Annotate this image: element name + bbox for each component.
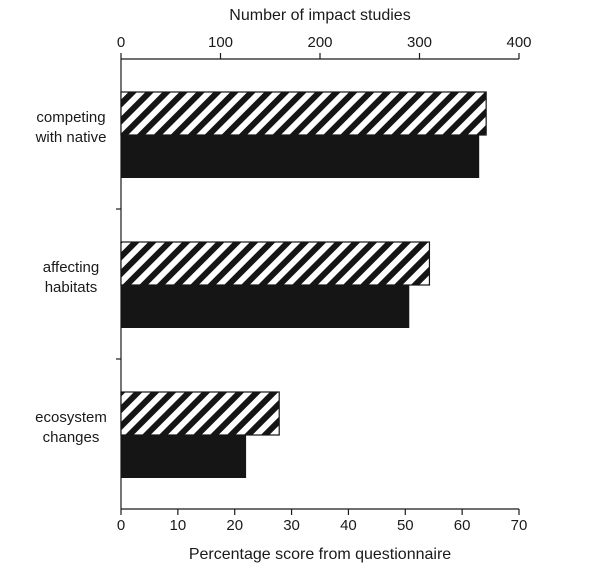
bottom-axis-title: Percentage score from questionnaire	[189, 546, 451, 563]
top-tick-label: 300	[407, 34, 432, 51]
top-tick-label: 400	[506, 34, 531, 51]
hatched-bar	[120, 241, 431, 286]
category-label: affecting habitats	[43, 259, 99, 296]
solid-bar	[121, 135, 480, 178]
labels: Number of impact studies Percentage scor…	[35, 7, 532, 563]
bottom-tick-label: 70	[511, 517, 528, 534]
category-label-line: habitats	[45, 279, 98, 296]
hatched-bar	[120, 91, 487, 136]
bottom-tick-label: 50	[397, 517, 414, 534]
category-label-line: affecting	[43, 259, 99, 276]
category-label-line: competing	[36, 109, 105, 126]
bottom-tick-label: 20	[226, 517, 243, 534]
bottom-tick-label: 0	[117, 517, 125, 534]
bars	[120, 91, 487, 478]
top-tick-label: 0	[117, 34, 125, 51]
category-label-line: changes	[43, 429, 100, 446]
bottom-tick-label: 30	[283, 517, 300, 534]
solid-bar	[121, 435, 247, 478]
category-label-line: ecosystem	[35, 409, 107, 426]
top-tick-label: 100	[208, 34, 233, 51]
bottom-tick-label: 40	[340, 517, 357, 534]
top-tick-label: 200	[307, 34, 332, 51]
category-label: competing with native	[35, 109, 107, 146]
solid-bar	[121, 285, 410, 328]
category-label-line: with native	[35, 129, 107, 146]
hatched-bar	[120, 391, 280, 436]
bottom-tick-label: 60	[454, 517, 471, 534]
top-axis-title: Number of impact studies	[229, 7, 410, 24]
bottom-tick-label: 10	[170, 517, 187, 534]
category-label: ecosystem changes	[35, 409, 107, 446]
